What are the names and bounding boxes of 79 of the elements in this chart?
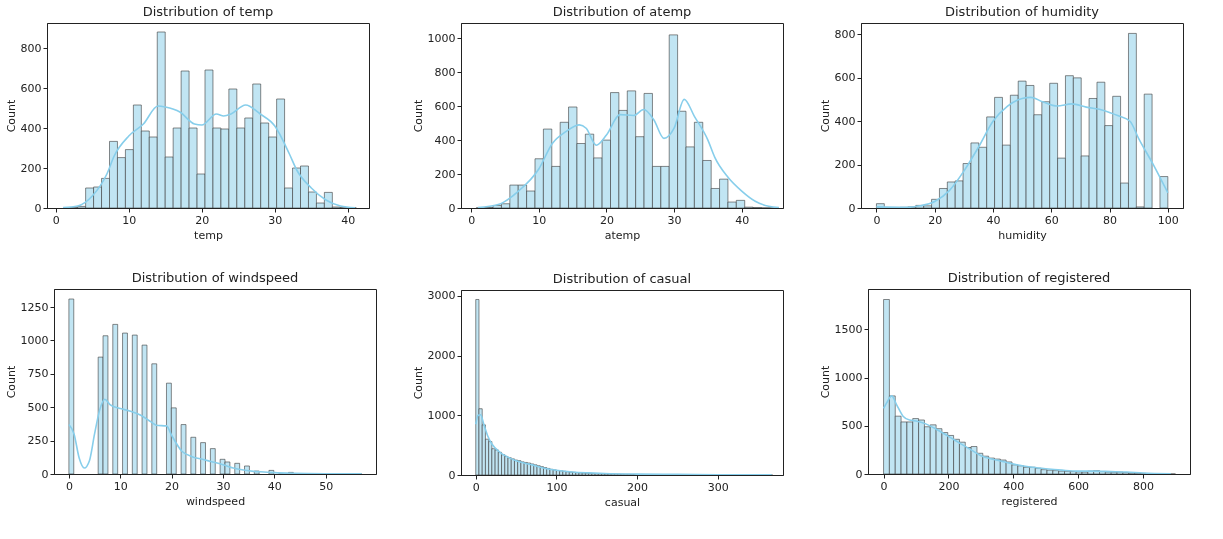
x-tick-label: 0	[873, 213, 881, 227]
x-axis-title: windspeed	[185, 494, 246, 508]
x-tick-label: 800	[1132, 479, 1154, 493]
x-tick-label: 20	[195, 213, 210, 227]
y-tick-label: 400	[20, 121, 42, 135]
y-tick-label: 0	[448, 201, 456, 215]
x-axis-title: temp	[194, 228, 223, 242]
x-axis-title: registered	[1001, 494, 1058, 508]
y-tick-label: 500	[841, 419, 863, 433]
x-tick-label: 30	[216, 479, 231, 493]
y-tick-label: 0	[41, 467, 49, 481]
x-tick-label: 400	[1003, 479, 1025, 493]
y-tick-label: 1500	[834, 322, 863, 336]
y-tick-label: 1250	[20, 300, 49, 314]
x-tick-label: 30	[268, 213, 283, 227]
x-tick-label: 200	[938, 479, 960, 493]
x-tick-label: 50	[319, 479, 334, 493]
x-tick-label: 0	[880, 479, 888, 493]
x-tick-label: 40	[267, 479, 282, 493]
y-axis-title: Count	[818, 364, 832, 399]
y-tick-label: 1000	[427, 408, 456, 422]
y-tick-label: 0	[848, 201, 856, 215]
x-tick-label: 0	[472, 480, 480, 494]
y-tick-label: 200	[20, 161, 42, 175]
y-tick-label: 200	[834, 158, 856, 172]
y-tick-label: 1000	[427, 31, 456, 45]
y-tick-label: 800	[20, 41, 42, 55]
y-tick-label: 800	[834, 27, 856, 41]
x-axis-title: humidity	[998, 228, 1048, 242]
x-tick-label: 0	[65, 479, 73, 493]
x-tick-label: 10	[532, 213, 547, 227]
y-tick-label: 1000	[20, 333, 49, 347]
y-tick-label: 250	[27, 434, 49, 448]
chart-title: Distribution of registered	[947, 270, 1111, 285]
y-tick-label: 0	[855, 467, 863, 481]
chart-title: Distribution of atemp	[552, 4, 692, 19]
y-axis-title: Count	[4, 364, 18, 399]
x-tick-label: 100	[546, 480, 568, 494]
x-tick-label: 20	[928, 213, 943, 227]
y-tick-label: 600	[20, 81, 42, 95]
y-tick-label: 0	[448, 468, 456, 482]
chart-title: Distribution of windspeed	[131, 270, 299, 285]
x-tick-label: 10	[113, 479, 128, 493]
x-axis-title: casual	[604, 495, 641, 509]
x-tick-label: 60	[1044, 213, 1059, 227]
x-tick-label: 300	[707, 480, 729, 494]
chart-title: Distribution of casual	[552, 270, 692, 286]
x-tick-label: 40	[341, 213, 356, 227]
chart-title: Distribution of temp	[142, 4, 274, 19]
y-tick-label: 600	[834, 71, 856, 85]
y-tick-label: 500	[27, 400, 49, 414]
x-tick-label: 20	[165, 479, 180, 493]
x-tick-label: 30	[667, 213, 682, 227]
y-axis-title: Count	[411, 365, 425, 400]
x-tick-label: 80	[1103, 213, 1118, 227]
y-tick-label: 0	[34, 201, 42, 215]
x-tick-label: 40	[986, 213, 1001, 227]
x-tick-label: 600	[1068, 479, 1090, 493]
y-axis-title: Count	[818, 98, 832, 133]
y-axis-title: Count	[411, 98, 425, 133]
y-tick-label: 800	[434, 65, 456, 79]
x-tick-label: 20	[599, 213, 614, 227]
y-tick-label: 600	[434, 99, 456, 113]
x-tick-label: 40	[735, 213, 750, 227]
x-tick-label: 10	[122, 213, 137, 227]
y-tick-label: 400	[434, 133, 456, 147]
y-tick-label: 750	[27, 367, 49, 381]
x-tick-label: 0	[468, 213, 476, 227]
x-tick-label: 0	[52, 213, 60, 227]
y-axis-title: Count	[4, 98, 18, 133]
y-tick-label: 1000	[834, 371, 863, 385]
x-tick-label: 200	[627, 480, 649, 494]
y-tick-label: 400	[834, 114, 856, 128]
y-tick-label: 3000	[427, 289, 456, 303]
y-tick-label: 200	[434, 167, 456, 181]
x-axis-title: atemp	[604, 228, 641, 242]
y-tick-label: 2000	[427, 349, 456, 363]
x-tick-label: 100	[1157, 213, 1179, 227]
chart-title: Distribution of humidity	[944, 4, 1100, 19]
